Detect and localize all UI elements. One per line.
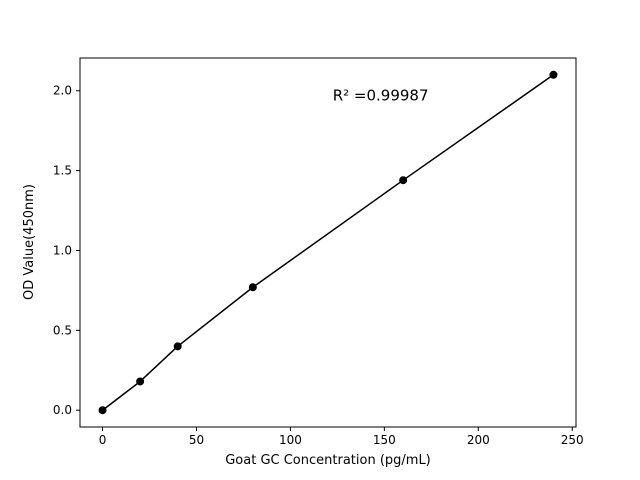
data-point [98,406,107,415]
x-tick-label: 250 [561,433,584,447]
x-tick-label: 200 [467,433,490,447]
data-point [399,176,408,185]
y-axis-label: OD Value(450nm) [22,184,37,300]
y-tick-label: 1.0 [53,243,72,257]
x-tick-label: 0 [99,433,107,447]
y-tick-label: 0.5 [53,323,72,337]
axes-frame [79,57,577,428]
y-tick-label: 0.0 [53,403,72,417]
data-point [248,283,257,292]
data-point [136,377,145,386]
data-point [173,342,182,351]
x-tick-label: 150 [373,433,396,447]
axis-ticks: 0 50 100 150 200 250 0.0 0.5 1.0 1.5 2.0 [53,84,584,447]
data-series [98,70,558,415]
data-point [549,70,558,79]
plot-frame [79,57,577,428]
fit-line [101,74,555,411]
x-tick-label: 100 [279,433,302,447]
r-squared-annotation: R² =0.99987 [333,86,429,104]
y-tick-label: 1.5 [53,164,72,178]
x-tick-label: 50 [189,433,204,447]
y-tick-label: 2.0 [53,84,72,98]
x-axis-label: Goat GC Concentration (pg/mL) [225,453,431,468]
